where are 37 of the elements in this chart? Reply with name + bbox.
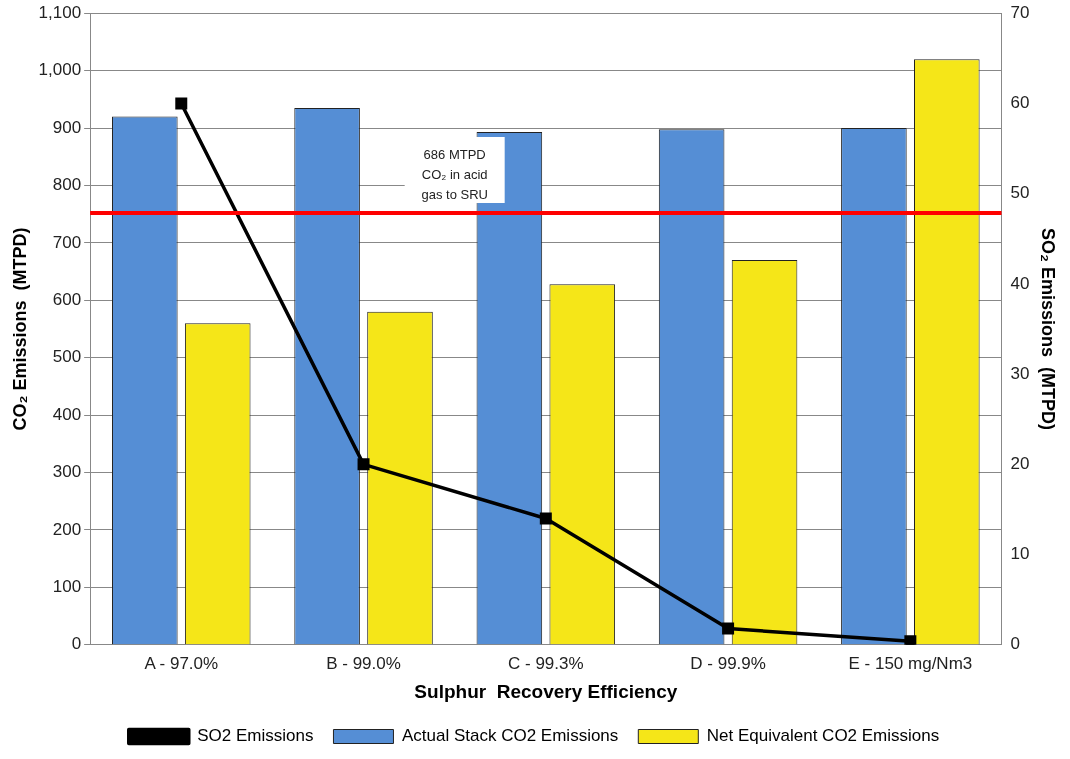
- y2-tick-label: 50: [1010, 183, 1030, 203]
- point: [175, 97, 188, 110]
- x-tick-label: A - 97.0%: [144, 653, 219, 673]
- legend-label: Net Equivalent CO2 Emissions: [706, 726, 940, 746]
- point: [722, 622, 735, 635]
- y-tick-label: 600: [52, 289, 82, 309]
- y-tick-label: 500: [52, 347, 82, 367]
- point: [357, 458, 370, 471]
- y-tick-label: 700: [52, 232, 82, 252]
- y2-tick-label: 10: [1010, 544, 1030, 564]
- x-tick-label: E - 150 mg/Nm3: [848, 653, 973, 673]
- y-tick-label: 400: [52, 404, 82, 424]
- y-tick-label: 200: [52, 519, 82, 539]
- y2-tick-label: 70: [1010, 2, 1030, 22]
- point: [539, 512, 552, 525]
- y2-tick-label: 60: [1010, 93, 1030, 113]
- ref-line-label: 686 MTPD CO₂ in acid gas to SRU: [421, 146, 488, 202]
- y2-tick-label: 40: [1010, 273, 1030, 293]
- y2-tick-label: 0: [1010, 634, 1020, 654]
- point: [904, 635, 917, 645]
- y2-axis-title: SO₂ Emissions (MTPD): [1038, 227, 1059, 431]
- y-tick-label: 0: [71, 634, 82, 654]
- x-tick-label: D - 99.9%: [690, 653, 766, 673]
- legend-label: Actual Stack CO2 Emissions: [401, 726, 619, 746]
- y-tick-label: 100: [52, 577, 82, 597]
- legend-label: SO2 Emissions: [197, 726, 314, 746]
- x-axis-title: Sulphur Recovery Efficiency: [414, 680, 678, 702]
- y-tick-label: 800: [52, 175, 82, 195]
- y-tick-label: 1,100: [38, 2, 82, 22]
- y-tick-label: 1,000: [38, 60, 82, 80]
- y-tick-label: 300: [52, 462, 82, 482]
- y2-tick-label: 30: [1010, 363, 1030, 383]
- x-tick-label: B - 99.0%: [326, 653, 401, 673]
- y-axis-title: CO₂ Emissions (MTPD): [9, 227, 30, 431]
- y2-tick-label: 20: [1010, 454, 1030, 474]
- x-tick-label: C - 99.3%: [508, 653, 584, 673]
- y-tick-label: 900: [52, 117, 82, 137]
